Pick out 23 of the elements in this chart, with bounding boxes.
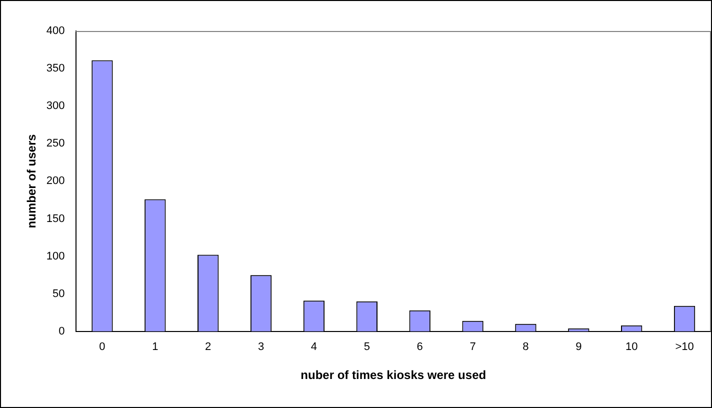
x-tick-label: 2: [205, 341, 212, 354]
x-tick-label: 5: [364, 341, 370, 354]
y-axis-title: number of users: [24, 134, 39, 228]
x-tick-label: 3: [258, 341, 264, 354]
x-tick-label: 8: [522, 341, 529, 354]
y-tick-label: 300: [46, 100, 65, 112]
y-tick-label: 0: [58, 325, 65, 338]
y-tick-label: 250: [46, 138, 65, 150]
x-tick-label: 10: [625, 341, 638, 354]
y-tick-label: 200: [46, 175, 65, 188]
x-tick-label: 7: [470, 341, 476, 354]
y-tick-label: 100: [46, 250, 65, 262]
y-tick-label: 50: [52, 288, 65, 300]
x-tick-label: 6: [416, 341, 423, 354]
x-tick-label: >10: [675, 341, 694, 354]
x-tick-label: 0: [99, 341, 106, 354]
y-tick-label: 400: [46, 25, 65, 38]
x-tick-label: 4: [310, 341, 318, 354]
x-tick-label: 9: [576, 341, 582, 354]
x-tick-label: 1: [152, 341, 158, 354]
x-axis-title: nuber of times kiosks were used: [300, 368, 486, 382]
y-tick-label: 150: [46, 212, 65, 225]
y-tick-label: 350: [46, 62, 65, 75]
